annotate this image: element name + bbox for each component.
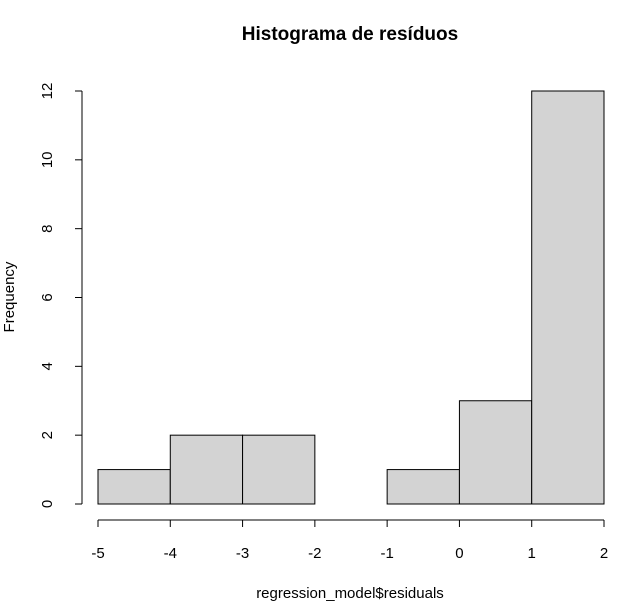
y-tick-label-5: 10 <box>39 151 56 168</box>
y-axis: 0 2 4 6 8 10 12 <box>39 83 83 508</box>
y-tick-label-0: 0 <box>39 500 56 508</box>
x-axis: -5 -4 -3 -2 -1 0 1 2 <box>91 519 608 562</box>
x-tick-label-0: -5 <box>91 545 104 562</box>
y-tick-label-1: 2 <box>39 431 56 439</box>
y-tick-label-3: 6 <box>39 293 56 301</box>
histogram-bar-4 <box>386 469 460 505</box>
y-tick-label-2: 4 <box>39 362 56 370</box>
histogram-bar-2 <box>242 434 316 505</box>
histogram-bar-1 <box>169 434 244 505</box>
y-tick-label-6: 12 <box>39 83 56 100</box>
x-tick-label-6: 1 <box>528 545 536 562</box>
y-axis-label: Frequency <box>1 261 18 332</box>
x-tick-label-1: -4 <box>164 545 177 562</box>
histogram-bar-6 <box>531 90 605 505</box>
x-tick-label-5: 0 <box>455 545 463 562</box>
x-axis-label: regression_model$residuals <box>256 585 444 602</box>
histogram-bar-5 <box>458 400 533 505</box>
bars-group <box>97 90 605 505</box>
chart-title: Histograma de resíduos <box>242 24 458 45</box>
x-tick-label-7: 2 <box>600 545 608 562</box>
y-tick-label-4: 8 <box>39 224 56 232</box>
x-tick-label-4: -1 <box>380 545 393 562</box>
x-tick-label-3: -2 <box>308 545 321 562</box>
histogram-bar-0 <box>97 469 171 505</box>
x-tick-label-2: -3 <box>236 545 249 562</box>
